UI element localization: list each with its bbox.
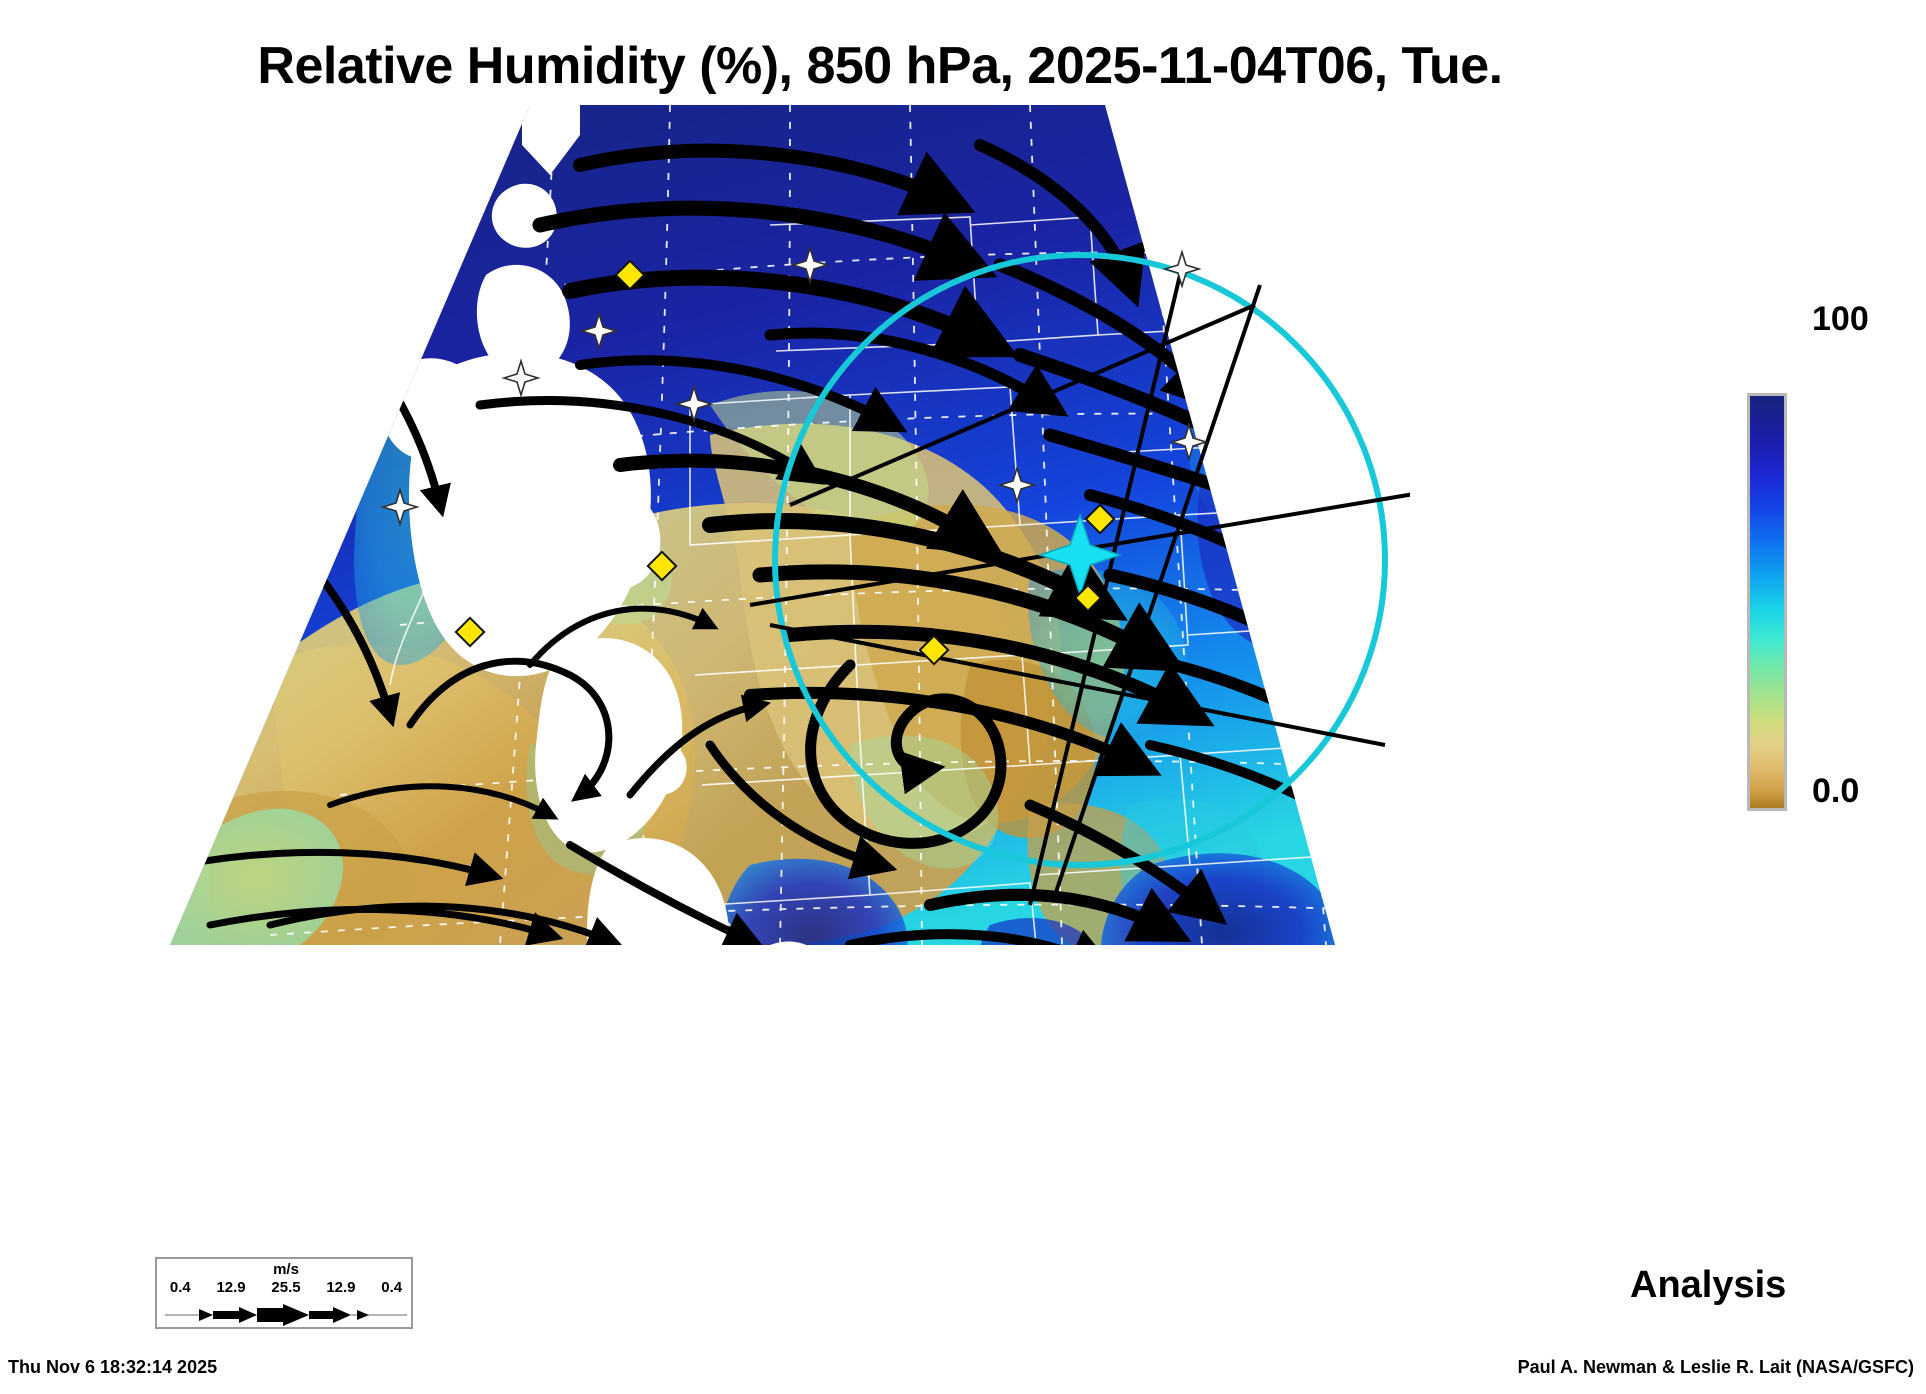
site-diamond-markers[interactable] bbox=[454, 259, 1116, 666]
wind-value-3: 25.5 bbox=[271, 1279, 301, 1296]
colorbar bbox=[1747, 393, 1787, 811]
analysis-label: Analysis bbox=[1630, 1264, 1787, 1306]
wind-value-4: 12.9 bbox=[326, 1279, 356, 1296]
colorbar-max-label: 100 bbox=[1812, 300, 1869, 338]
page-title: Relative Humidity (%), 850 hPa, 2025-11-… bbox=[257, 37, 1503, 95]
author-credit: Paul A. Newman & Leslie R. Lait (NASA/GS… bbox=[1517, 1357, 1914, 1377]
station-star-markers[interactable] bbox=[380, 245, 1209, 527]
colorbar-min-label: 0.0 bbox=[1812, 772, 1860, 810]
wind-value-2: 12.9 bbox=[216, 1279, 246, 1296]
map-panel[interactable] bbox=[150, 105, 1410, 1010]
wind-legend-unit: m/s bbox=[273, 1261, 299, 1278]
flight-circle bbox=[772, 252, 1388, 868]
map-content bbox=[170, 105, 1335, 945]
generation-timestamp: Thu Nov 6 18:32:14 2025 bbox=[8, 1357, 218, 1377]
wind-speed-legend: m/s 0.4 12.9 25.5 12.9 0.4 bbox=[155, 1257, 413, 1329]
wind-legend-arrows bbox=[165, 1304, 407, 1326]
aircraft-position-marker[interactable] bbox=[1037, 512, 1123, 598]
wind-legend-values: 0.4 12.9 25.5 12.9 0.4 bbox=[157, 1279, 415, 1296]
map-canvas[interactable] bbox=[150, 105, 1410, 1010]
wind-value-1: 0.4 bbox=[169, 1279, 191, 1296]
wind-value-5: 0.4 bbox=[381, 1279, 403, 1296]
